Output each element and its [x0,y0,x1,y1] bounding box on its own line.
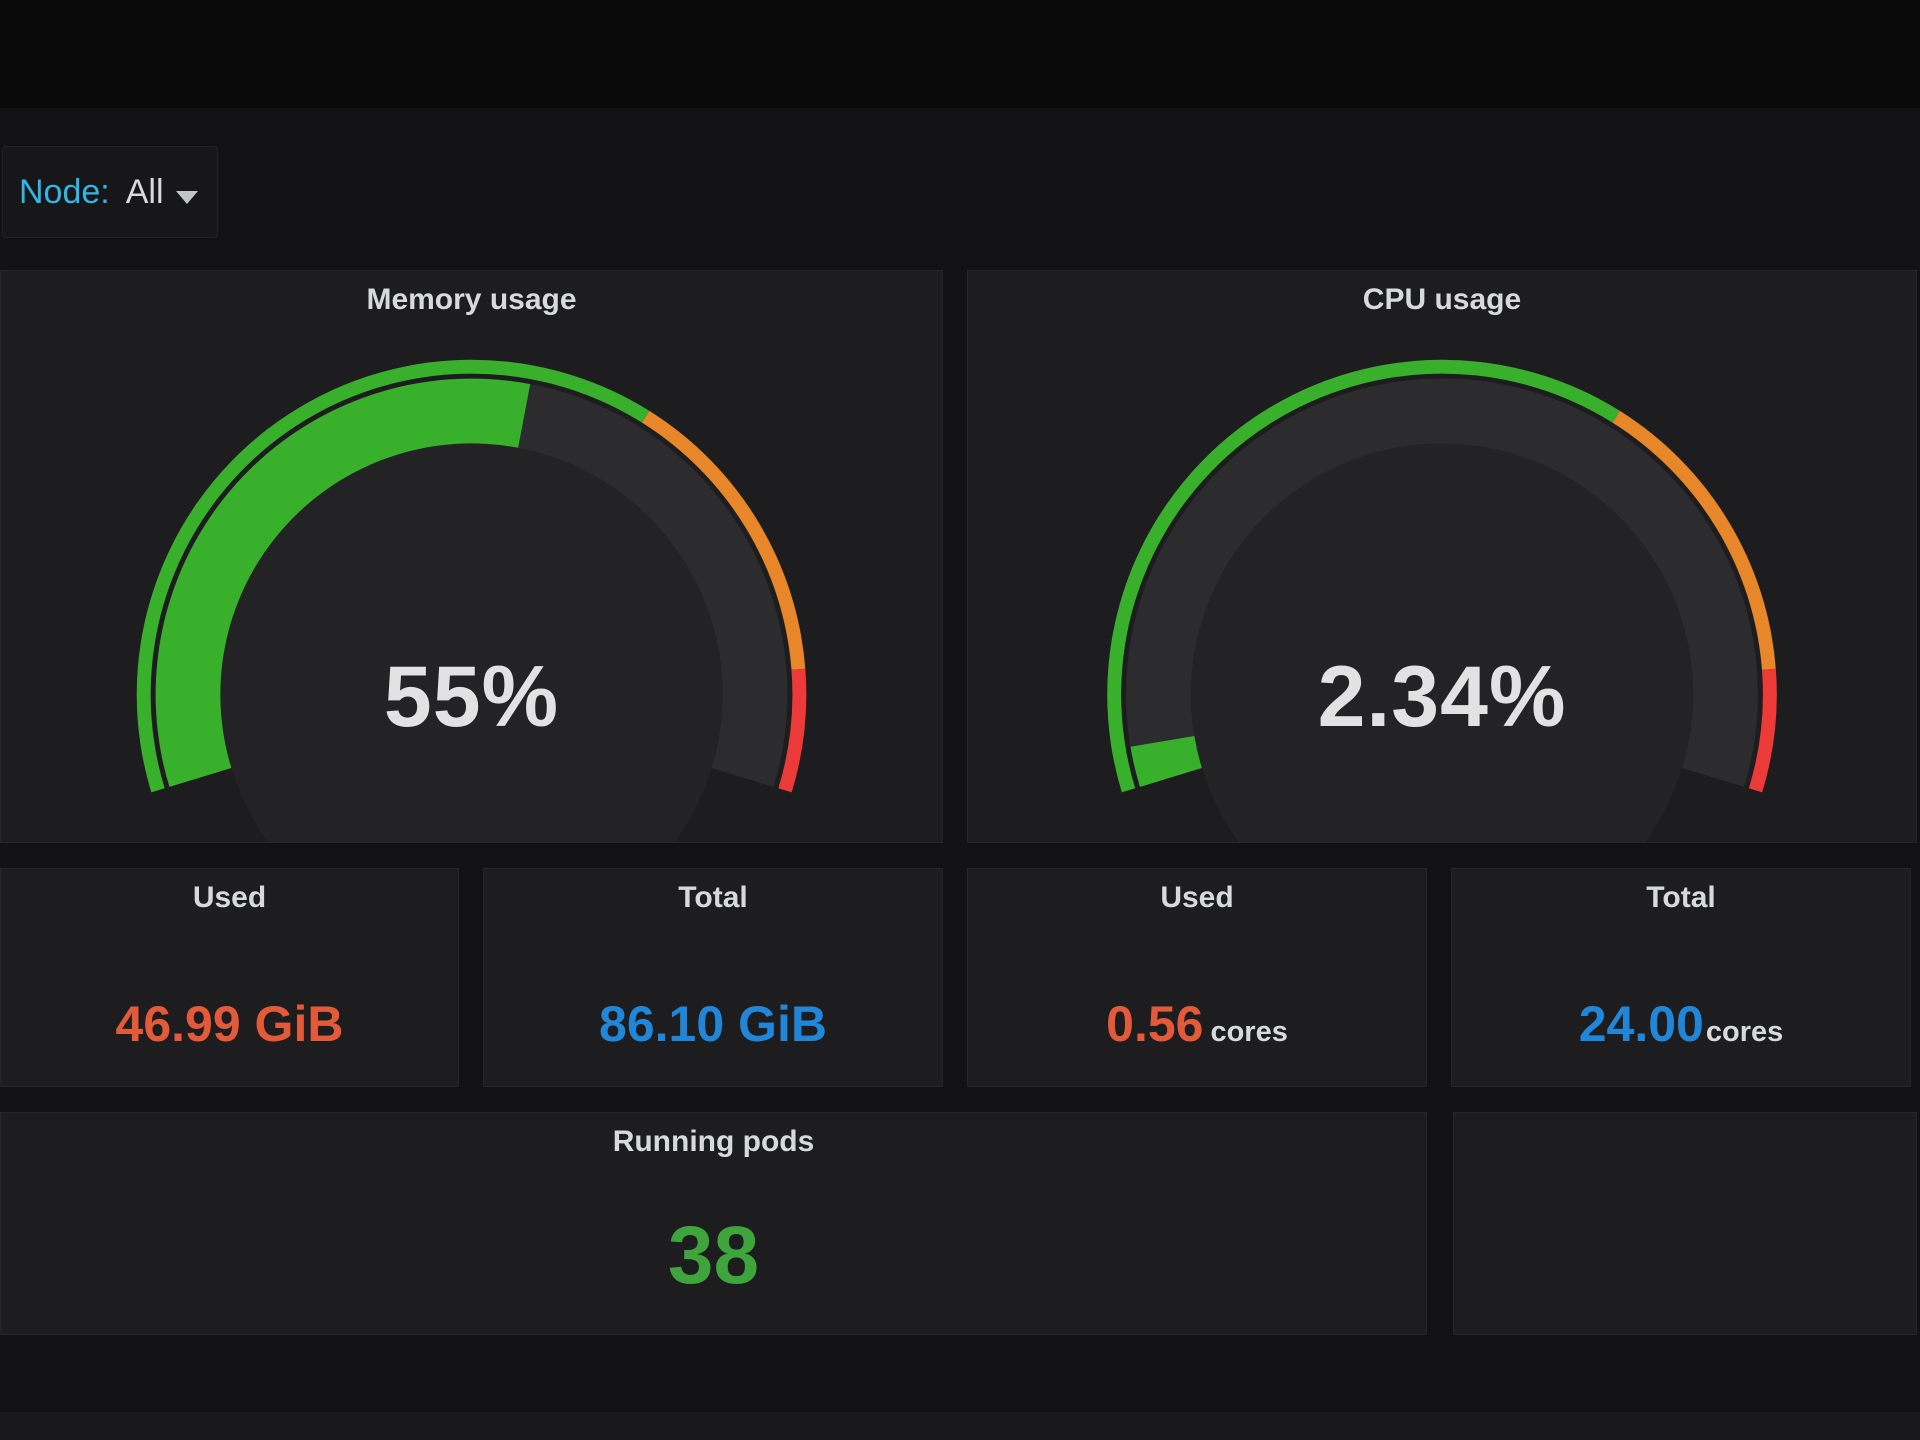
cpu-usage-value: 2.34% [1317,649,1567,745]
cpu-used-value: 0.56 [1106,995,1204,1052]
memory-usage-value: 55% [383,649,560,745]
memory-used-value: 46.99 GiB [115,995,344,1052]
running-pods-panel: Running pods 38 [0,1112,1427,1335]
panel-title[interactable]: Used [1160,881,1234,914]
cpu-total-stat-panel: Total 24.00 cores [1451,868,1911,1087]
panel-title[interactable]: Memory usage [366,283,577,316]
panel-title[interactable]: Running pods [612,1125,815,1158]
panel-title[interactable]: Total [1646,881,1716,914]
running-pods-value: 38 [667,1210,760,1301]
cpu-usage-gauge [1107,359,1777,842]
memory-total-stat-panel: Total 86.10 GiB [483,868,943,1087]
cpu-total-unit: cores [1705,1015,1784,1048]
panel-title[interactable]: Total [678,881,748,914]
memory-usage-gauge-panel: Memory usage 55% [0,270,943,843]
cpu-usage-gauge-panel: CPU usage 2.34% [967,270,1917,843]
next-row-panel-edge [0,1412,1920,1440]
node-variable-dropdown[interactable]: Node: All [2,146,218,238]
cpu-total-value: 24.00 [1578,995,1704,1052]
memory-usage-gauge [136,359,807,842]
empty-panel [1453,1112,1917,1335]
node-variable-label: Node: [19,172,110,211]
panel-title[interactable]: Used [192,881,267,914]
top-header-band [0,0,1920,108]
node-variable-value[interactable]: All [125,172,164,211]
cpu-used-stat-panel: Used 0.56 cores [967,868,1427,1087]
memory-total-value: 86.10 GiB [599,995,827,1052]
panel-title[interactable]: CPU usage [1362,283,1522,316]
chevron-down-icon[interactable] [175,190,198,204]
memory-used-stat-panel: Used 46.99 GiB [0,868,459,1087]
cpu-used-unit: cores [1210,1015,1288,1048]
